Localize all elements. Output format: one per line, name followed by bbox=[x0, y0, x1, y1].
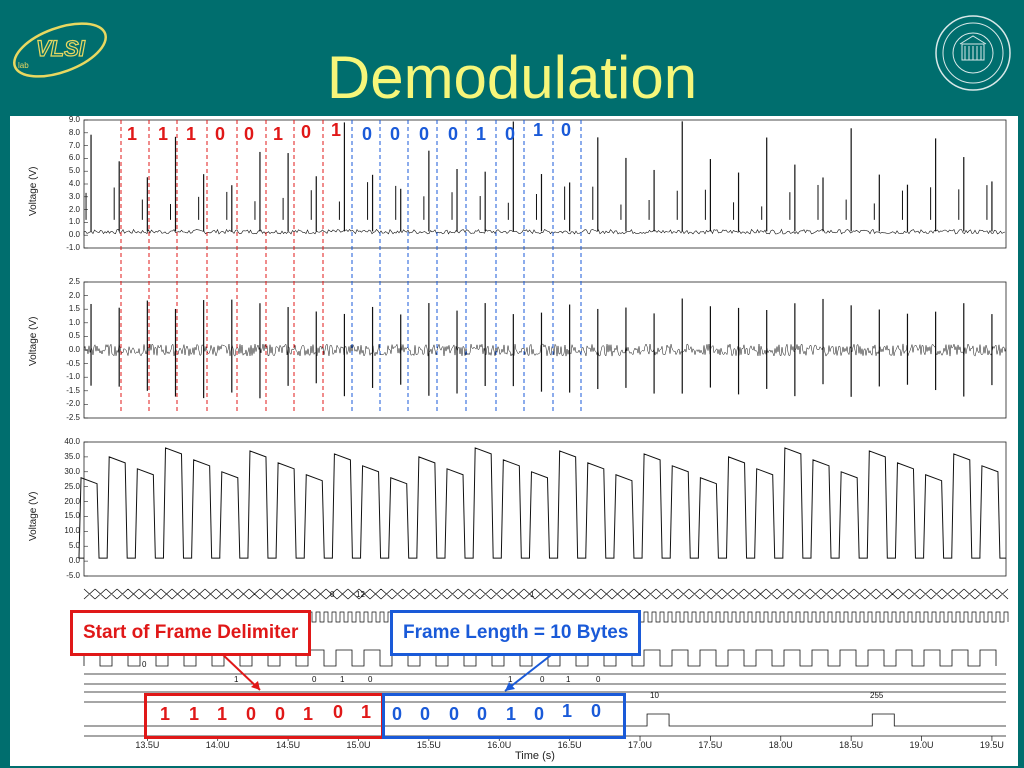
ytick-label: 20.0 bbox=[64, 496, 80, 506]
ylabel-plot3: Voltage (V) bbox=[28, 491, 39, 541]
digital-value-label: 1 bbox=[508, 675, 513, 684]
ytick-label: -1.5 bbox=[66, 385, 80, 395]
ytick-label: 8.0 bbox=[68, 127, 80, 137]
ytick-label: 2.5 bbox=[68, 277, 80, 286]
digital-value-label: 1 bbox=[340, 675, 345, 684]
ytick-label: 4.0 bbox=[68, 179, 80, 188]
ytick-label: 35.0 bbox=[64, 451, 80, 461]
ytick-label: 0.0 bbox=[68, 230, 80, 240]
plot-frame bbox=[83, 441, 1007, 577]
xtick-label: 14.0U bbox=[205, 740, 230, 750]
ytick-label: -0.5 bbox=[66, 358, 80, 368]
ytick-label: 40.0 bbox=[64, 437, 80, 446]
ytick-label: 5.0 bbox=[68, 166, 80, 176]
ytick-label: 0.5 bbox=[68, 331, 80, 341]
xtick-label: 15.0U bbox=[346, 740, 371, 750]
ytick-label: 1.0 bbox=[68, 217, 80, 227]
digital-value-label: 12 bbox=[356, 590, 365, 599]
frame-length-callout: Frame Length = 10 Bytes bbox=[390, 610, 642, 656]
xtick-label: 19.5U bbox=[979, 740, 1004, 750]
xtick-label: 16.5U bbox=[557, 740, 582, 750]
ylabel-plot2: Voltage (V) bbox=[28, 316, 39, 366]
waveform-svg: 0 12 101 0 1 0 1 0 1 010 255 bbox=[78, 119, 1009, 741]
start-frame-box bbox=[144, 693, 384, 739]
logo-text: VLSI bbox=[36, 36, 86, 61]
ylabel-plot1: Voltage (V) bbox=[28, 166, 39, 216]
frame-length-arrow-head bbox=[505, 682, 515, 691]
start-frame-arrow bbox=[219, 651, 261, 691]
xtick-label: 19.0U bbox=[909, 740, 934, 750]
ytick-label: 5.0 bbox=[68, 541, 80, 551]
university-seal-logo bbox=[934, 14, 1012, 92]
digital-value-label: 1 bbox=[234, 675, 239, 684]
ytick-label: 30.0 bbox=[64, 466, 80, 476]
ytick-label: 15.0 bbox=[64, 511, 80, 521]
start-frame-arrow-head bbox=[251, 681, 260, 690]
ytick-label: 9.0 bbox=[68, 115, 80, 124]
ytick-label: 25.0 bbox=[64, 481, 80, 491]
digital-value-label: 0 bbox=[540, 675, 545, 684]
series-line-plot1-baseline bbox=[83, 228, 1006, 236]
slide-title: Demodulation bbox=[326, 44, 698, 111]
xtick-label: 17.0U bbox=[627, 740, 653, 750]
xtick-label: 17.5U bbox=[698, 740, 723, 750]
ytick-label: -1.0 bbox=[66, 243, 80, 252]
digital-value-label: 0 bbox=[330, 590, 335, 599]
digital-value-label: 1 bbox=[566, 675, 571, 684]
xtick-label: 18.5U bbox=[839, 740, 864, 750]
digital-value-label: 0 bbox=[142, 660, 147, 669]
frame-length-box bbox=[382, 693, 626, 739]
plot-frame bbox=[83, 119, 1007, 249]
digital-bus-row1 bbox=[83, 588, 1009, 600]
xtick-label: 14.5U bbox=[276, 740, 301, 750]
digital-value-label: 10 bbox=[650, 691, 659, 700]
ytick-label: 3.0 bbox=[68, 191, 80, 201]
ytick-label: -5.0 bbox=[66, 571, 80, 580]
xtick-label: 13.5U bbox=[135, 740, 160, 750]
digital-value-label: 255 bbox=[870, 691, 884, 700]
ytick-label: -2.0 bbox=[66, 399, 80, 409]
digital-value-label: 1 bbox=[530, 590, 535, 599]
xtick-label: 16.0U bbox=[487, 740, 512, 750]
xtick-label: 18.0U bbox=[768, 740, 793, 750]
ytick-label: 0.0 bbox=[68, 556, 80, 566]
digital-value-label: 0 bbox=[596, 675, 601, 684]
ytick-label: 7.0 bbox=[68, 140, 80, 150]
vlsi-lab-logo: VLSI lab bbox=[8, 18, 118, 78]
start-frame-delimiter-callout: Start of Frame Delimiter bbox=[70, 610, 312, 656]
digital-value-label: 0 bbox=[368, 675, 373, 684]
logo-subtext: lab bbox=[18, 61, 29, 70]
ytick-label: 2.0 bbox=[68, 204, 80, 214]
ytick-label: -2.5 bbox=[66, 413, 80, 422]
series-line-plot2 bbox=[83, 343, 1007, 357]
ytick-label: 1.0 bbox=[68, 317, 80, 327]
ytick-label: -1.0 bbox=[66, 372, 80, 382]
frame-length-arrow bbox=[504, 651, 556, 692]
xtick-label: 15.5U bbox=[416, 740, 441, 750]
ytick-label: 2.0 bbox=[68, 290, 80, 300]
series-line-plot3 bbox=[78, 447, 1006, 559]
ytick-label: 10.0 bbox=[64, 526, 80, 536]
digital-value-label: 0 bbox=[312, 675, 317, 684]
ytick-label: 0.0 bbox=[68, 345, 80, 354]
ytick-label: 1.5 bbox=[68, 304, 80, 314]
plot-frame bbox=[83, 281, 1007, 419]
xlabel-time: Time (s) bbox=[515, 750, 555, 762]
digital-line-row6 bbox=[84, 713, 1006, 727]
simulation-plot: 0 12 1 0 1 0 1 0 1 0 1 0 10 255 Voltage (V) Voltage (… bbox=[10, 115, 1018, 766]
ytick-label: 6.0 bbox=[68, 153, 80, 163]
